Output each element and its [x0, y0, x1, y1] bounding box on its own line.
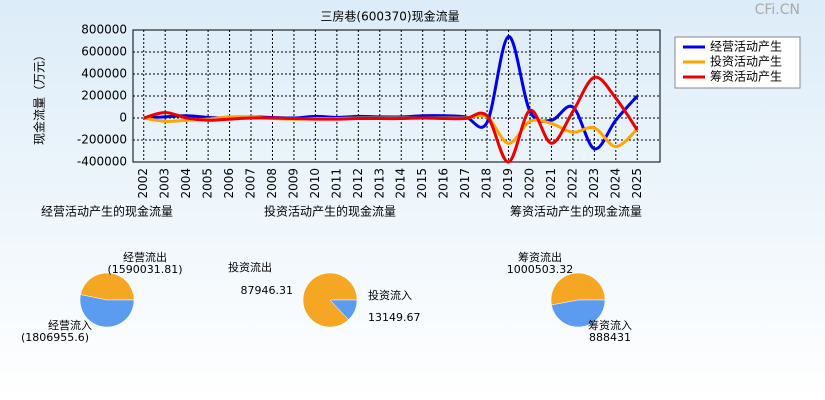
chart-title: 三房巷(600370)现金流量 [320, 9, 459, 24]
pie-label: 经营流出 [123, 250, 167, 264]
x-tick-label: 2003 [158, 168, 172, 199]
x-tick-label: 2016 [437, 168, 451, 199]
pie-value-label: 87946.31 [241, 284, 294, 297]
pie-value-label: 1000503.32 [507, 263, 573, 276]
y-tick-label: 200000 [81, 89, 127, 103]
x-tick-label: 2005 [201, 168, 215, 199]
pie-slice [329, 299, 358, 321]
x-tick-label: 2009 [286, 168, 300, 199]
pie-slice [550, 272, 606, 306]
x-tick-label: 2011 [329, 168, 343, 199]
x-tick-label: 2010 [308, 168, 322, 199]
pie-slice [80, 272, 135, 301]
pie-value-label: (1590031.81) [107, 263, 182, 276]
x-tick-label: 2017 [458, 168, 472, 199]
pie-title: 经营活动产生的现金流量 [41, 204, 173, 219]
x-tick-label: 2002 [136, 168, 150, 199]
y-tick-label: 800000 [81, 23, 127, 37]
y-tick-label: -400000 [77, 155, 127, 169]
x-tick-label: 2008 [265, 168, 279, 199]
pie-label: 投资流入 [368, 288, 412, 302]
y-tick-label: 600000 [81, 45, 127, 59]
pie-title: 投资活动产生的现金流量 [264, 204, 396, 219]
x-tick-label: 2013 [372, 168, 386, 199]
y-axis-label: 现金流量（万元） [32, 49, 47, 145]
y-tick-label: 400000 [81, 67, 127, 81]
x-tick-label: 2018 [480, 168, 494, 199]
series-line [143, 75, 639, 164]
pie-slice [551, 299, 606, 328]
pie-value-label: (1806955.6) [21, 331, 89, 344]
x-tick-label: 2006 [222, 168, 236, 199]
x-tick-label: 2004 [179, 168, 193, 199]
y-tick-label: -200000 [77, 133, 127, 147]
x-tick-label: 2022 [565, 168, 579, 199]
pie-label: 筹资流出 [518, 250, 562, 264]
pie-value-label: 888431 [589, 331, 631, 344]
pie-title: 筹资活动产生的现金流量 [510, 204, 642, 219]
pie-slice [79, 294, 135, 328]
pie-label: 经营流入 [48, 318, 92, 332]
x-tick-label: 2015 [415, 168, 429, 199]
legend-label: 经营活动产生 [710, 40, 782, 54]
x-tick-label: 2025 [630, 168, 644, 199]
watermark: CFi.CN [755, 2, 800, 18]
x-tick-label: 2012 [351, 168, 365, 199]
pie-value-label: 13149.67 [368, 311, 421, 324]
x-tick-label: 2020 [522, 168, 536, 199]
pie-label: 筹资流入 [588, 318, 632, 332]
x-tick-label: 2021 [544, 168, 558, 199]
x-tick-label: 2024 [608, 168, 622, 199]
y-tick-label: 0 [119, 111, 127, 125]
x-tick-label: 2007 [244, 168, 258, 199]
pie-label: 投资流出 [228, 260, 272, 274]
x-tick-label: 2014 [394, 168, 408, 199]
x-tick-label: 2019 [501, 168, 515, 199]
x-tick-label: 2023 [587, 168, 601, 199]
legend-label: 筹资活动产生 [710, 70, 782, 84]
legend-label: 投资活动产生 [710, 54, 782, 69]
